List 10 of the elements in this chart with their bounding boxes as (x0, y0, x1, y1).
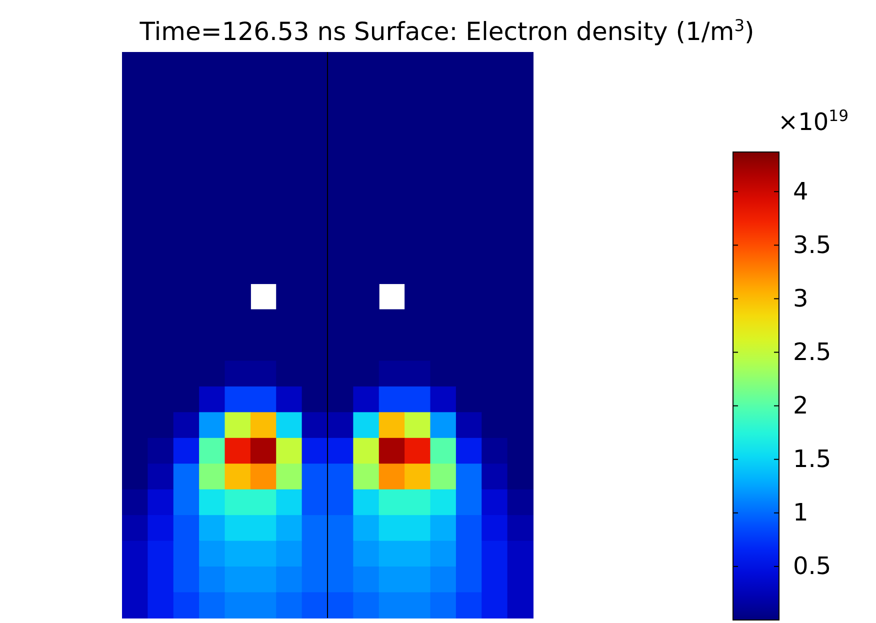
color-bar-label: 0.5 (793, 552, 832, 580)
color-bar-label: 4 (793, 177, 808, 206)
color-bar-label: 1 (793, 498, 808, 527)
color-bar-label: 2 (793, 391, 808, 420)
color-bar-label: 3.5 (793, 230, 832, 259)
color-bar-title: ×10$^{19}$ (778, 107, 848, 136)
color-bar-label: 3 (793, 284, 808, 312)
color-bar-label: 1.5 (793, 445, 832, 474)
color-bar-label: 2.5 (793, 338, 832, 366)
chart-title: Time=126.53 ns Surface: Electron density (1/m$^{3}$) (138, 16, 754, 46)
